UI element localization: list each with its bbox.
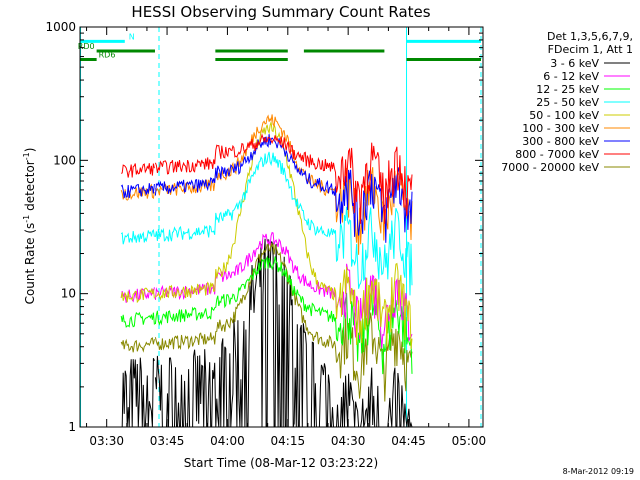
series-line-7 (120, 133, 413, 224)
x-tick-label: 03:45 (150, 434, 185, 448)
flag-bars: N RD0 RD6 (78, 32, 481, 62)
vertical-markers (80, 27, 482, 427)
x-tick-label: 04:45 (391, 434, 426, 448)
series-line-6 (120, 134, 413, 243)
flag-label: RD0 (78, 42, 95, 51)
legend-header-2: FDecim 1, Att 1 (548, 43, 633, 56)
y-label-sup2: -1 (22, 152, 31, 160)
legend-label: 12 - 25 keV (536, 83, 599, 96)
series-line-3 (120, 151, 413, 296)
y-label-part3: ) (23, 148, 37, 153)
x-tick-label: 04:00 (210, 434, 245, 448)
legend-label: 25 - 50 keV (536, 96, 599, 109)
legend: Det 1,3,5,6,7,9, FDecim 1, Att 1 3 - 6 k… (501, 30, 633, 174)
series-line-0 (121, 238, 413, 428)
x-tick-label: 04:15 (271, 434, 306, 448)
y-label-part2: detector (23, 160, 37, 215)
chart-title: HESSI Observing Summary Count Rates (131, 3, 430, 21)
x-axis: 03:30 03:45 04:00 04:15 04:30 04:45 05:00 (86, 27, 487, 448)
legend-header-1: Det 1,3,5,6,7,9, (547, 30, 633, 43)
date-stamp: 8-Mar-2012 09:19 (563, 467, 634, 476)
legend-label: 300 - 800 keV (522, 135, 599, 148)
x-tick-label: 04:30 (331, 434, 366, 448)
y-axis: 1 10 100 1000 (45, 20, 483, 434)
legend-label: 100 - 300 keV (522, 122, 599, 135)
y-axis-label: Count Rate (s-1 detector-1) (22, 148, 37, 305)
legend-label: 7000 - 20000 keV (501, 161, 599, 174)
flag-label: N (129, 32, 135, 41)
y-tick-label: 1000 (45, 20, 76, 34)
y-tick-label: 1 (68, 420, 76, 434)
x-axis-label: Start Time (08-Mar-12 03:23:22) (184, 456, 378, 470)
legend-label: 800 - 7000 keV (515, 148, 599, 161)
flag-label: RD6 (99, 51, 116, 60)
plot-frame (79, 26, 484, 428)
series-line-2 (120, 255, 413, 375)
legend-label: 6 - 12 keV (543, 70, 599, 83)
y-tick-label: 100 (53, 153, 76, 167)
y-label-sup1: -1 (22, 215, 31, 223)
series-group (120, 114, 413, 428)
x-tick-label: 05:00 (452, 434, 487, 448)
y-tick-label: 10 (61, 287, 76, 301)
y-label-part1: Count Rate (s (23, 223, 37, 305)
legend-label: 3 - 6 keV (550, 57, 599, 70)
x-tick-label: 03:30 (89, 434, 124, 448)
legend-label: 50 - 100 keV (529, 109, 599, 122)
